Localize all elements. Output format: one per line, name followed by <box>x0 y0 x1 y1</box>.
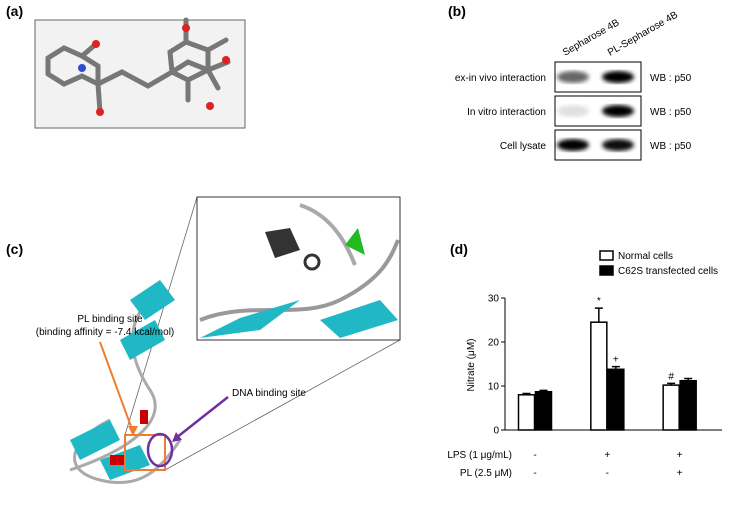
error-bar <box>684 377 693 381</box>
bar <box>534 390 553 431</box>
error-bar <box>611 365 620 370</box>
annotation: (binding affinity = -7.4 kcal/mol) <box>36 327 175 338</box>
condition-label: PL (2.5 μM) <box>460 468 512 479</box>
y-axis-label: Nitrate (μM) <box>466 339 477 392</box>
y-tick-label: 10 <box>488 382 500 393</box>
antibody-label: WB : p50 <box>650 141 692 152</box>
significance-mark: + <box>613 355 619 366</box>
y-tick-label: 30 <box>488 294 500 305</box>
error-bar <box>594 307 603 323</box>
error-bar <box>522 392 531 395</box>
legend-swatch <box>599 265 614 276</box>
condition-value: - <box>533 450 536 461</box>
bar <box>662 384 680 431</box>
legend-label: Normal cells <box>618 251 673 262</box>
condition-value: - <box>606 468 609 479</box>
blot-band <box>602 71 634 83</box>
bar <box>590 321 608 431</box>
y-tick-label: 20 <box>488 338 500 349</box>
protein-structure <box>69 196 401 485</box>
legend-label: C62S transfected cells <box>618 266 718 277</box>
lane-label: PL-Sepharose 4B <box>606 9 680 58</box>
error-bar <box>667 382 676 386</box>
y-tick-label: 0 <box>493 426 499 437</box>
annotation: PL binding site <box>77 314 143 325</box>
bar <box>607 368 625 431</box>
row-label: ex-in vivo interaction <box>455 73 546 84</box>
condition-value: + <box>677 450 683 461</box>
antibody-label: WB : p50 <box>650 107 692 118</box>
condition-value: - <box>533 468 536 479</box>
blot-band <box>557 105 589 117</box>
legend-swatch <box>599 250 614 261</box>
bar <box>679 379 697 431</box>
panel-label: (a) <box>6 3 23 19</box>
condition-value: + <box>604 450 610 461</box>
blot-band <box>557 71 589 83</box>
significance-mark: * <box>597 296 601 307</box>
bar <box>517 394 536 431</box>
panel-label: (d) <box>450 241 468 257</box>
condition-label: LPS (1 μg/mL) <box>447 450 512 461</box>
blot-band <box>602 139 634 151</box>
row-label: Cell lysate <box>500 141 547 152</box>
panel-label: (c) <box>6 241 23 257</box>
condition-value: + <box>677 468 683 479</box>
blot-band <box>557 139 589 151</box>
row-label: In vitro interaction <box>467 107 546 118</box>
annotation: DNA binding site <box>232 388 306 399</box>
panel-label: (b) <box>448 3 466 19</box>
error-bar <box>539 389 548 392</box>
blot-band <box>602 105 634 117</box>
molecule <box>34 17 246 129</box>
antibody-label: WB : p50 <box>650 73 692 84</box>
significance-mark: # <box>668 371 674 382</box>
